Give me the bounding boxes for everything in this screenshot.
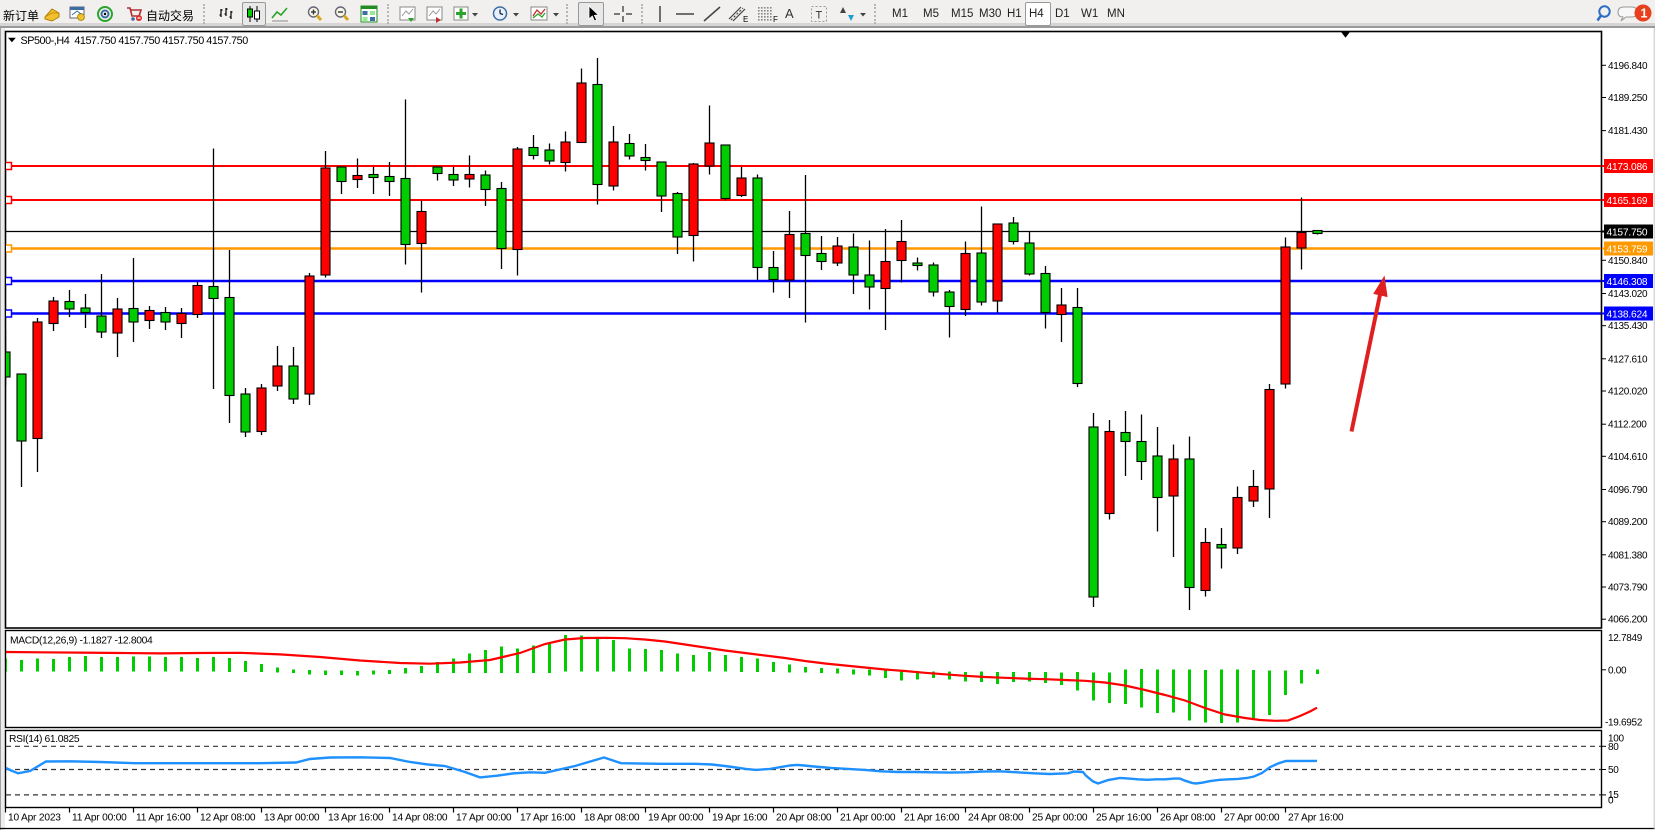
svg-text:4112.200: 4112.200 <box>1608 420 1647 431</box>
svg-text:4138.624: 4138.624 <box>1607 309 1648 320</box>
svg-text:T: T <box>816 10 823 22</box>
svg-text:RSI(14) 61.0825: RSI(14) 61.0825 <box>9 734 80 745</box>
svg-text:20 Apr 08:00: 20 Apr 08:00 <box>776 813 832 824</box>
svg-text:13 Apr 00:00: 13 Apr 00:00 <box>264 813 320 824</box>
svg-text:4104.610: 4104.610 <box>1608 452 1648 463</box>
svg-text:26 Apr 08:00: 26 Apr 08:00 <box>1160 813 1216 824</box>
svg-text:11 Apr 16:00: 11 Apr 16:00 <box>136 813 191 824</box>
svg-text:1: 1 <box>1641 7 1648 21</box>
svg-text:-19.6952: -19.6952 <box>1605 718 1643 729</box>
svg-text:21 Apr 16:00: 21 Apr 16:00 <box>904 813 960 824</box>
svg-text:19 Apr 00:00: 19 Apr 00:00 <box>648 813 704 824</box>
svg-text:80: 80 <box>1608 742 1619 753</box>
svg-text:4196.840: 4196.840 <box>1608 61 1648 72</box>
svg-text:4173.086: 4173.086 <box>1607 162 1648 173</box>
svg-text:14 Apr 08:00: 14 Apr 08:00 <box>392 813 448 824</box>
svg-text:0.00: 0.00 <box>1608 666 1627 677</box>
svg-text:13 Apr 16:00: 13 Apr 16:00 <box>328 813 384 824</box>
svg-text:18 Apr 08:00: 18 Apr 08:00 <box>584 813 640 824</box>
svg-text:12.7849: 12.7849 <box>1608 633 1643 644</box>
svg-text:4181.430: 4181.430 <box>1608 126 1648 137</box>
svg-text:4135.430: 4135.430 <box>1608 321 1648 332</box>
svg-text:24 Apr 08:00: 24 Apr 08:00 <box>968 813 1024 824</box>
svg-text:4096.790: 4096.790 <box>1608 485 1648 496</box>
svg-text:SP500-,H4 4157.750 4157.750 4: SP500-,H4 4157.750 4157.750 4157.750 415… <box>21 35 249 47</box>
svg-text:17 Apr 16:00: 17 Apr 16:00 <box>520 813 576 824</box>
svg-text:4127.610: 4127.610 <box>1608 354 1648 365</box>
svg-text:4165.169: 4165.169 <box>1607 196 1648 207</box>
svg-text:4066.200: 4066.200 <box>1608 615 1648 626</box>
svg-text:4150.840: 4150.840 <box>1608 256 1648 267</box>
svg-text:4189.250: 4189.250 <box>1608 93 1648 104</box>
svg-text:10 Apr 2023: 10 Apr 2023 <box>8 813 61 824</box>
svg-text:4157.750: 4157.750 <box>1607 227 1648 238</box>
svg-text:19 Apr 16:00: 19 Apr 16:00 <box>712 813 768 824</box>
svg-text:4153.759: 4153.759 <box>1607 244 1648 255</box>
svg-text:F: F <box>773 15 778 23</box>
svg-text:MACD(12,26,9) -1.1827 -12.8004: MACD(12,26,9) -1.1827 -12.8004 <box>10 636 153 647</box>
svg-text:27 Apr 16:00: 27 Apr 16:00 <box>1288 813 1344 824</box>
svg-text:50: 50 <box>1608 765 1619 776</box>
svg-text:25 Apr 16:00: 25 Apr 16:00 <box>1096 813 1152 824</box>
svg-text:4146.308: 4146.308 <box>1607 277 1648 288</box>
svg-text:27 Apr 00:00: 27 Apr 00:00 <box>1224 813 1280 824</box>
svg-text:4143.020: 4143.020 <box>1608 289 1648 300</box>
svg-text:4089.200: 4089.200 <box>1608 517 1648 528</box>
svg-text:25 Apr 00:00: 25 Apr 00:00 <box>1032 813 1088 824</box>
svg-text:E: E <box>743 15 748 23</box>
svg-text:15: 15 <box>1608 790 1619 801</box>
svg-text:0: 0 <box>1608 796 1614 807</box>
svg-text:11 Apr 00:00: 11 Apr 00:00 <box>72 813 127 824</box>
svg-text:4120.020: 4120.020 <box>1608 387 1648 398</box>
svg-text:100: 100 <box>1608 734 1625 745</box>
svg-text:4073.790: 4073.790 <box>1608 583 1648 594</box>
svg-text:21 Apr 00:00: 21 Apr 00:00 <box>840 813 896 824</box>
svg-text:12 Apr 08:00: 12 Apr 08:00 <box>200 813 256 824</box>
svg-text:4081.380: 4081.380 <box>1608 550 1648 561</box>
svg-text:17 Apr 00:00: 17 Apr 00:00 <box>456 813 512 824</box>
